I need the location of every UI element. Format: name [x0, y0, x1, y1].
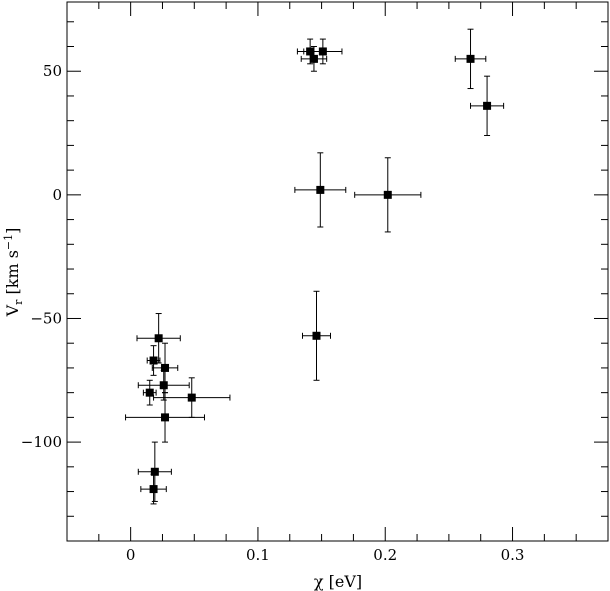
data-point: [149, 356, 158, 365]
y-axis-label-exponent: −1: [2, 234, 15, 250]
data-point: [309, 54, 318, 63]
x-tick-label: 0: [126, 546, 136, 564]
data-point: [145, 388, 154, 397]
y-axis-label-close: ]: [3, 228, 22, 234]
data-point: [149, 485, 158, 494]
data-point: [187, 393, 196, 402]
error-bars: [125, 28, 505, 505]
data-point: [383, 190, 392, 199]
axis-ticks: [66, 2, 609, 542]
data-point: [159, 381, 168, 390]
y-tick-label: −100: [21, 433, 62, 451]
x-tick-labels: 0 0.1 0.2 0.3: [126, 546, 525, 564]
data-point: [318, 47, 327, 56]
x-tick-label: 0.3: [501, 546, 525, 564]
x-tick-label: 0.1: [246, 546, 270, 564]
data-point: [161, 363, 170, 372]
y-tick-label: −50: [30, 309, 62, 327]
data-point: [154, 334, 163, 343]
y-axis-label: Vr [km s−1]: [2, 228, 25, 318]
y-axis-label-main: V: [3, 304, 22, 317]
data-point: [161, 413, 170, 422]
data-point: [150, 467, 159, 476]
x-tick-label: 0.2: [373, 546, 397, 564]
y-tick-label: 0: [52, 186, 62, 204]
plot-border: [66, 1, 609, 542]
data-point: [306, 47, 315, 56]
data-point: [466, 54, 475, 63]
y-tick-labels: −100 −50 0 50: [21, 62, 62, 451]
data-points: [145, 47, 492, 494]
y-axis-label-units: [km s: [3, 250, 22, 300]
data-point: [483, 101, 492, 110]
data-point: [316, 185, 325, 194]
y-axis-label-subscript: r: [12, 299, 25, 305]
data-point: [312, 331, 321, 340]
x-axis-label: χ [eV]: [314, 572, 362, 591]
y-tick-label: 50: [43, 62, 62, 80]
plot-frame: [66, 1, 609, 542]
